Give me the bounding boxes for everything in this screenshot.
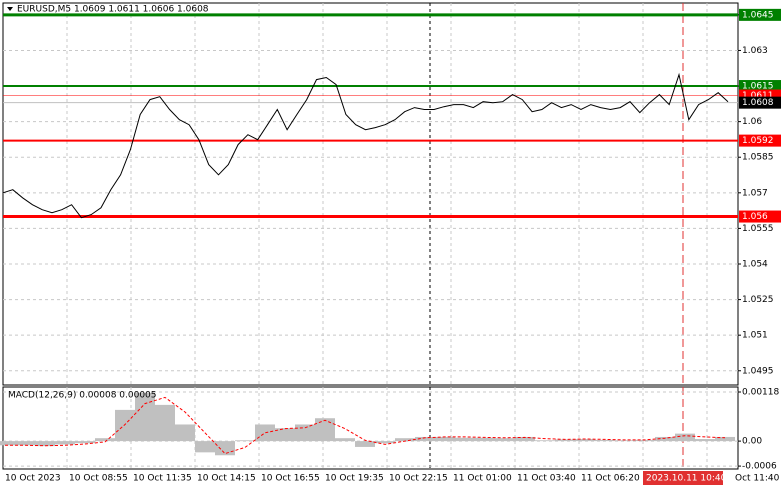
macd-bar [335, 438, 355, 442]
macd-bar [635, 439, 655, 442]
level-label: 1.056 [742, 212, 768, 222]
macd-bar [455, 437, 475, 442]
symbol-header: EURUSD,M5 1.0609 1.0611 1.0606 1.0608 [17, 5, 209, 15]
level-label-bg [739, 134, 781, 147]
macd-bar [695, 439, 715, 442]
cursor-label: 2023.10.11 10:40 [646, 474, 727, 484]
y-tick-label: 0.00118 [742, 387, 779, 397]
macd-bar [195, 441, 215, 453]
x-tick-label: 11 Oct 06:20 [581, 474, 640, 484]
macd-bar [35, 441, 55, 447]
price-panel-frame [2, 2, 739, 386]
y-tick-label: 1.0525 [742, 295, 774, 305]
cursor-label-bg [643, 471, 723, 485]
macd-bar [415, 436, 435, 442]
macd-bar [535, 440, 555, 442]
y-tick-label: 1.0585 [742, 153, 774, 163]
price-label-bg [739, 96, 781, 109]
macd-bar [615, 440, 635, 442]
macd-bar [75, 441, 95, 444]
y-tick-label: 0.00 [742, 437, 762, 447]
macd-bar [715, 436, 735, 442]
macd-bar [475, 437, 495, 442]
macd-bar [395, 438, 415, 442]
macd-header: MACD(12,26,9) 0.00008 0.00005 [8, 391, 157, 401]
x-tick-label: 10 Oct 2023 [5, 474, 61, 484]
macd-bar [555, 439, 575, 442]
macd-bar [55, 441, 75, 445]
x-tick-label: 10 Oct 16:55 [261, 474, 320, 484]
x-tick-label: 10 Oct 14:15 [197, 474, 256, 484]
y-tick-label: 1.0495 [742, 366, 774, 376]
price-label: 1.0608 [742, 98, 774, 108]
y-tick-label: 1.0555 [742, 224, 774, 234]
y-tick-label: 1.063 [742, 46, 768, 56]
level-label-bg [739, 210, 781, 223]
x-tick-label: 10 Oct 11:35 [133, 474, 192, 484]
y-tick-label: 1.06 [742, 117, 762, 127]
macd-bar [595, 439, 615, 442]
macd-panel-frame [2, 386, 739, 470]
macd-bar [255, 424, 275, 442]
y-tick-label: 1.051 [742, 331, 768, 341]
x-tick-label: Oct 11:40 [735, 474, 780, 484]
macd-bar [0, 441, 15, 446]
macd-bar [375, 441, 395, 444]
macd-bar [115, 409, 135, 442]
x-tick-label: 10 Oct 19:35 [325, 474, 384, 484]
macd-bar [95, 438, 115, 442]
macd-bar [275, 428, 295, 442]
macd-bar [655, 436, 675, 442]
level-label: 1.0645 [742, 10, 774, 20]
macd-bar [175, 424, 195, 442]
level-label: 1.0592 [742, 136, 774, 146]
macd-bar [155, 404, 175, 442]
macd-bar [515, 436, 535, 442]
price-line [2, 72, 729, 219]
y-tick-label: 1.057 [742, 188, 768, 198]
macd-bar [675, 433, 695, 442]
macd-bar [135, 392, 155, 442]
x-tick-label: 10 Oct 22:15 [389, 474, 448, 484]
x-tick-label: 11 Oct 03:40 [517, 474, 576, 484]
macd-bar [235, 440, 255, 442]
level-label: 1.0611 [742, 91, 774, 101]
symbol-menu-arrow[interactable] [7, 7, 13, 11]
macd-bar [215, 441, 235, 456]
macd-bar [575, 439, 595, 442]
macd-bar [315, 418, 335, 442]
x-tick-label: 11 Oct 01:00 [453, 474, 512, 484]
y-tick-label: 1.054 [742, 259, 768, 269]
level-label-bg [739, 80, 781, 93]
macd-bar [15, 441, 35, 446]
y-tick-label: -0.0006 [742, 462, 777, 472]
macd-bar [495, 438, 515, 442]
level-label: 1.0615 [742, 82, 774, 92]
signal-line [5, 396, 726, 455]
x-tick-label: 10 Oct 08:55 [69, 474, 128, 484]
macd-bar [355, 441, 375, 447]
macd-bar [435, 436, 455, 442]
macd-bar [295, 424, 315, 442]
level-label-bg [739, 8, 781, 21]
